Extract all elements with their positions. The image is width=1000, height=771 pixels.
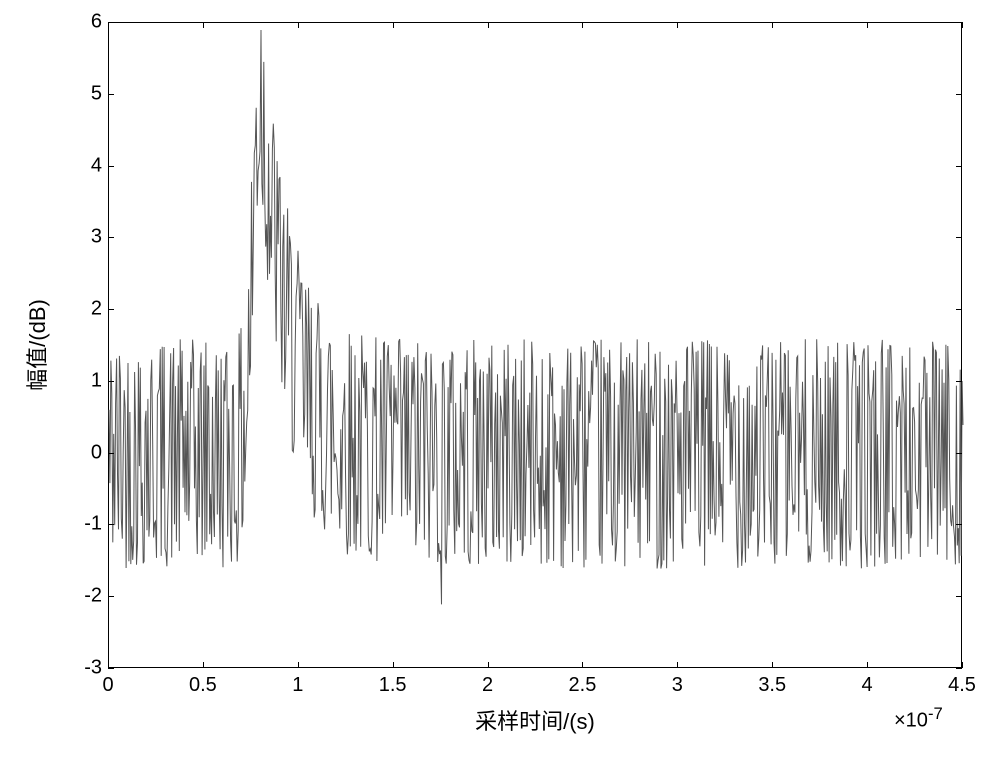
x-tick-mark — [962, 662, 963, 668]
x-tick-mark-top — [772, 22, 773, 28]
x-tick-mark-top — [203, 22, 204, 28]
x-tick-label: 3.5 — [758, 674, 786, 697]
y-tick-mark — [108, 596, 114, 597]
y-tick-mark-right — [956, 668, 962, 669]
y-tick-mark — [108, 166, 114, 167]
y-tick-mark — [108, 668, 114, 669]
y-tick-mark-right — [956, 166, 962, 167]
x-tick-mark-top — [393, 22, 394, 28]
y-tick-mark-right — [956, 524, 962, 525]
y-tick-label: 6 — [74, 11, 102, 34]
y-tick-label: 3 — [74, 226, 102, 249]
x-tick-mark — [677, 662, 678, 668]
x-tick-mark — [298, 662, 299, 668]
y-tick-mark — [108, 22, 114, 23]
y-tick-mark-right — [956, 381, 962, 382]
x-tick-label: 0 — [102, 674, 113, 697]
exponent-base: ×10 — [894, 710, 928, 732]
plot-area — [108, 22, 962, 668]
x-tick-label: 1 — [292, 674, 303, 697]
figure: 幅值/(dB) 采样时间/(s) ×10-7 0 0.5 1 1.5 2 2.5 3 3.5 4… — [0, 0, 1000, 771]
y-tick-mark-right — [956, 94, 962, 95]
y-tick-label: 0 — [74, 441, 102, 464]
y-tick-mark — [108, 94, 114, 95]
x-axis-label: 采样时间/(s) — [475, 704, 595, 736]
x-tick-mark-top — [962, 22, 963, 28]
x-tick-label: 4.5 — [948, 674, 976, 697]
x-tick-mark-top — [677, 22, 678, 28]
exponent-value: -7 — [928, 704, 943, 723]
y-tick-mark — [108, 309, 114, 310]
y-tick-mark-right — [956, 453, 962, 454]
y-tick-mark — [108, 524, 114, 525]
y-tick-mark-right — [956, 237, 962, 238]
y-tick-label: 5 — [74, 82, 102, 105]
x-tick-mark — [582, 662, 583, 668]
x-tick-mark — [867, 662, 868, 668]
signal-trace — [109, 30, 963, 604]
y-tick-label: 2 — [74, 298, 102, 321]
x-tick-mark — [393, 662, 394, 668]
signal-line — [109, 23, 963, 669]
x-tick-mark — [488, 662, 489, 668]
x-tick-mark-top — [582, 22, 583, 28]
x-tick-label: 3 — [672, 674, 683, 697]
y-tick-mark — [108, 381, 114, 382]
y-tick-mark — [108, 237, 114, 238]
y-tick-label: -3 — [74, 657, 102, 680]
x-tick-label: 2.5 — [569, 674, 597, 697]
y-tick-label: -1 — [74, 513, 102, 536]
x-tick-label: 4 — [862, 674, 873, 697]
x-tick-label: 0.5 — [189, 674, 217, 697]
y-tick-label: 4 — [74, 154, 102, 177]
x-tick-mark-top — [867, 22, 868, 28]
y-tick-mark-right — [956, 596, 962, 597]
x-tick-mark-top — [488, 22, 489, 28]
y-axis-label: 幅值/(dB) — [20, 299, 52, 391]
y-tick-mark-right — [956, 22, 962, 23]
y-tick-label: -2 — [74, 585, 102, 608]
x-tick-mark — [772, 662, 773, 668]
x-tick-mark — [203, 662, 204, 668]
x-tick-label: 2 — [482, 674, 493, 697]
x-tick-label: 1.5 — [379, 674, 407, 697]
y-tick-label: 1 — [74, 369, 102, 392]
y-tick-mark-right — [956, 309, 962, 310]
x-tick-mark-top — [298, 22, 299, 28]
x-axis-exponent: ×10-7 — [894, 704, 943, 733]
y-tick-mark — [108, 453, 114, 454]
